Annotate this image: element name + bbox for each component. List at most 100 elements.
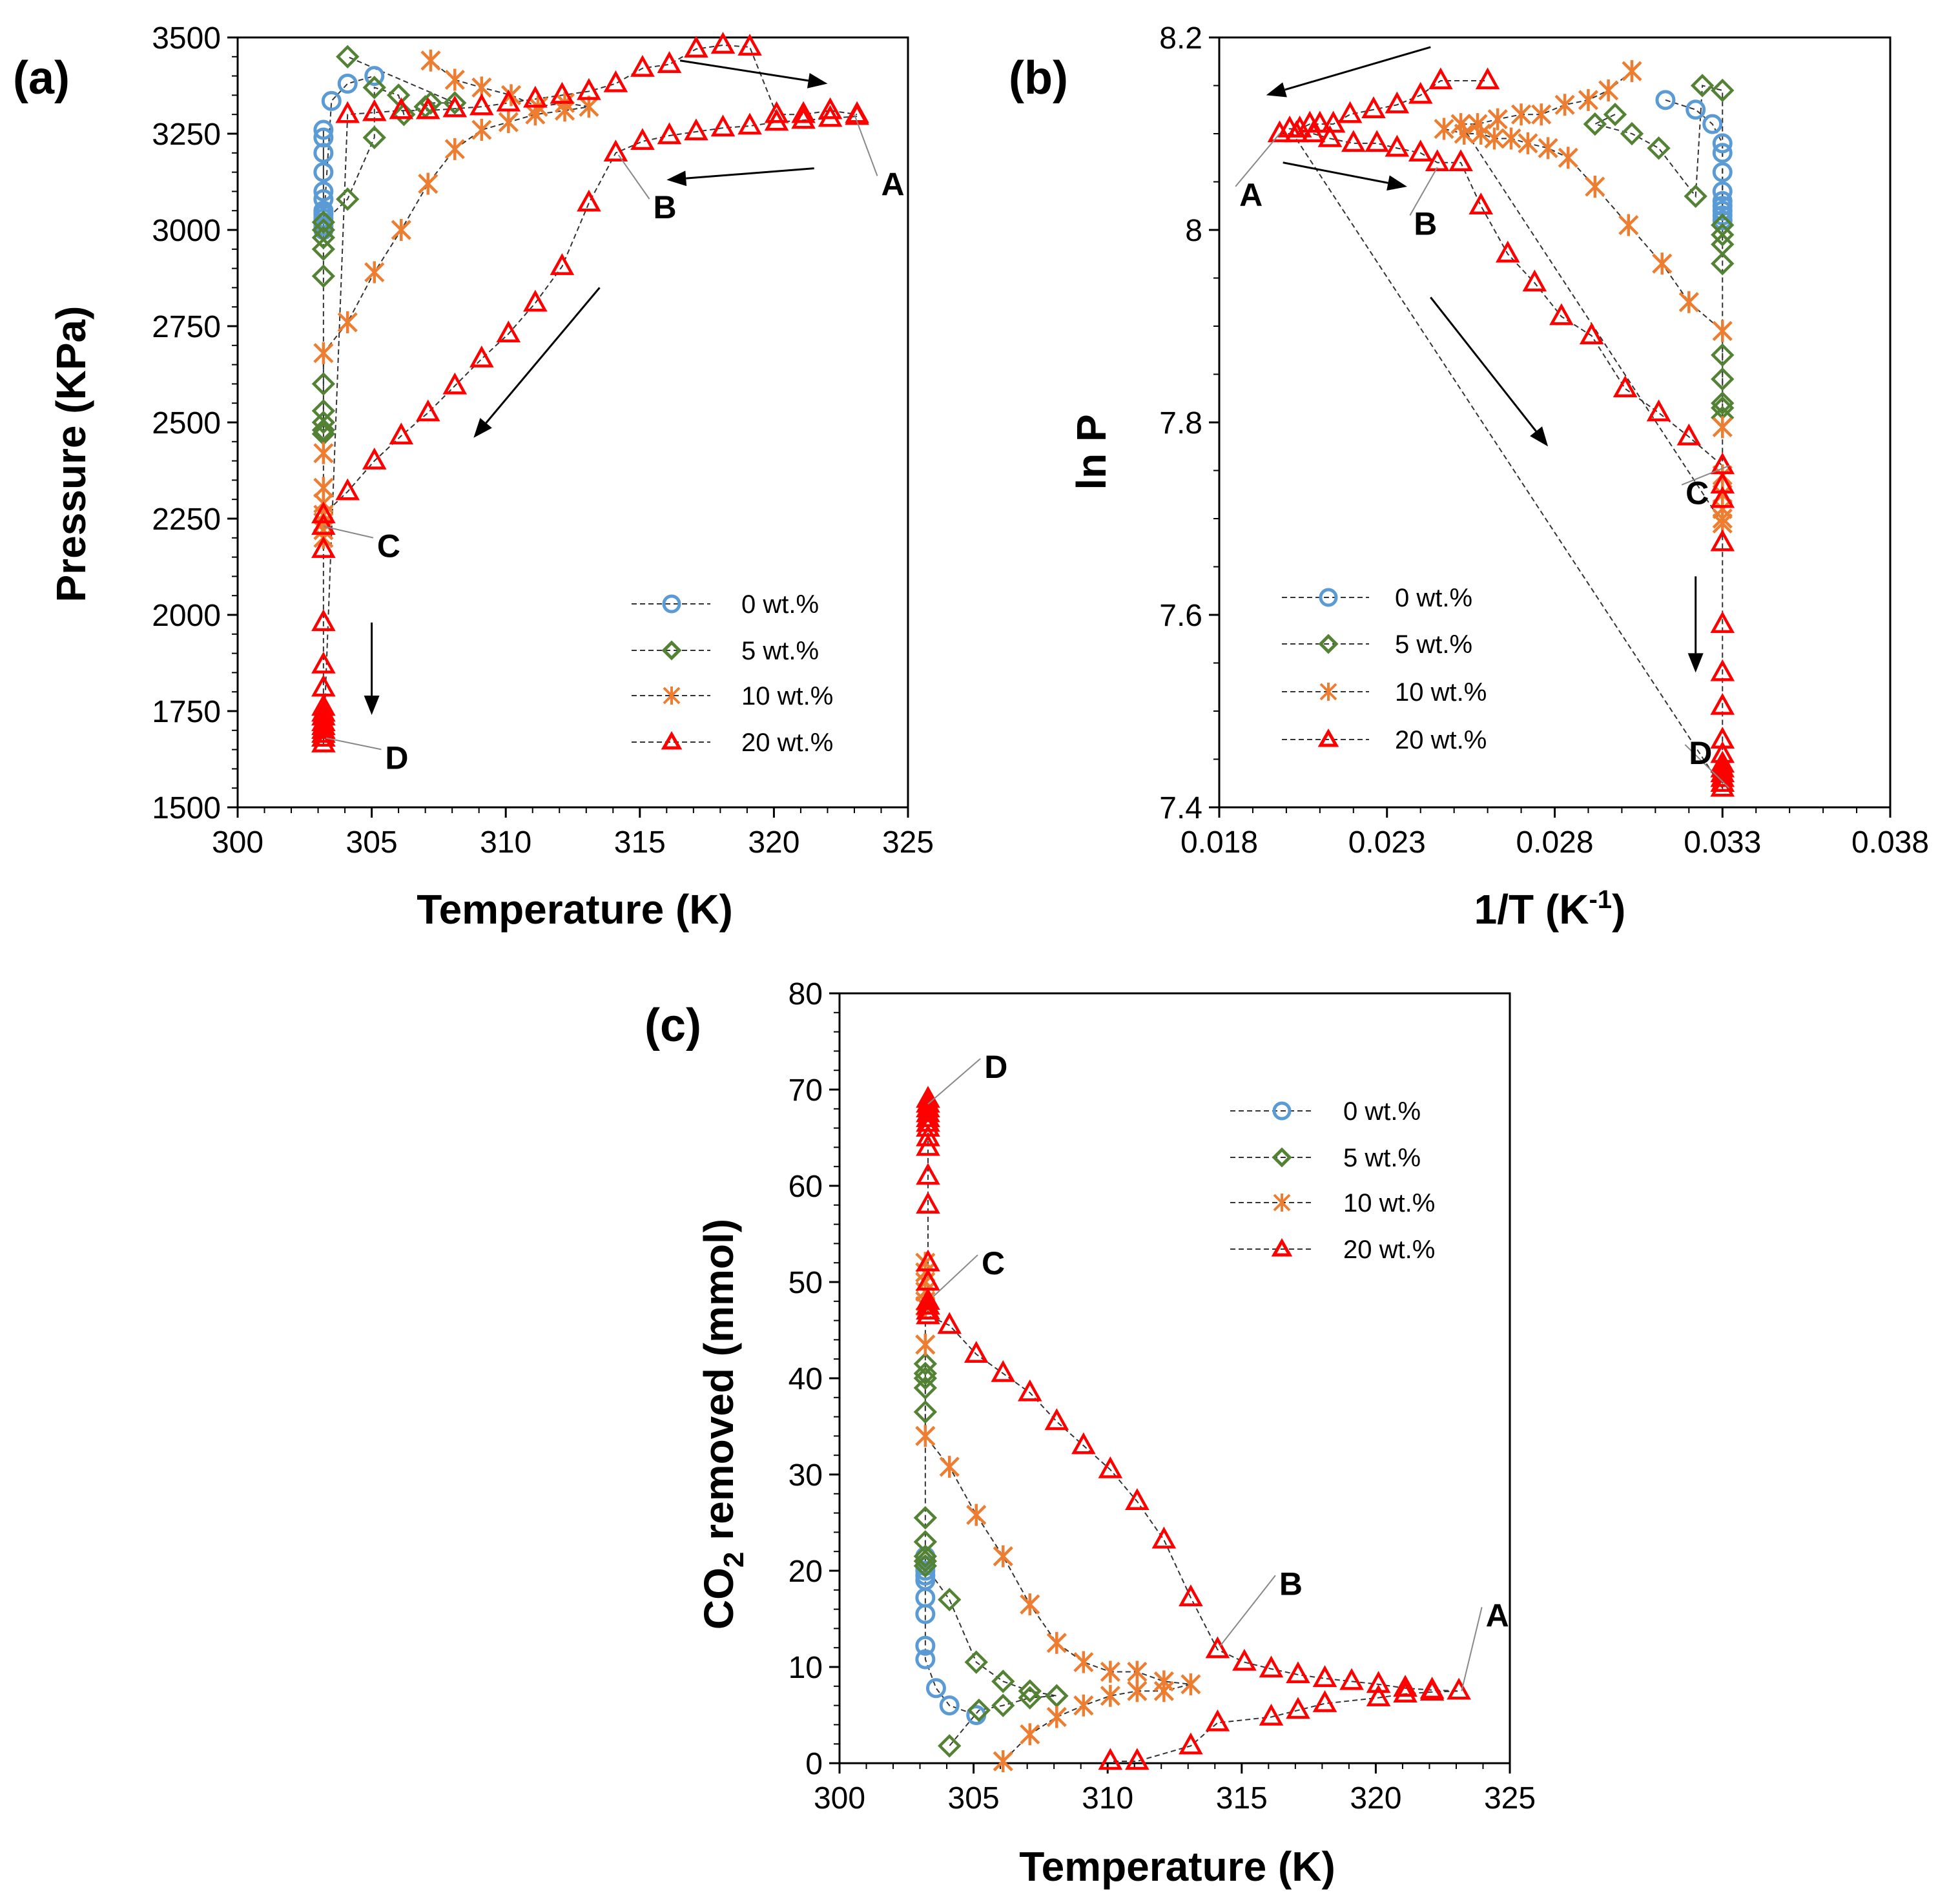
x-tick-label: 0.023	[1348, 825, 1426, 860]
data-point	[1518, 132, 1538, 154]
legend-marker-circle	[1319, 588, 1338, 607]
data-point	[1711, 251, 1735, 276]
data-point	[915, 1649, 936, 1670]
label-leader-line	[1461, 1607, 1483, 1692]
direction-arrow-head	[666, 171, 687, 187]
data-point	[1711, 343, 1735, 367]
data-point	[913, 1544, 938, 1568]
data-point	[313, 216, 334, 236]
legend-marker-asterisk	[1273, 1194, 1291, 1212]
data-point	[364, 66, 385, 87]
data-point	[1317, 125, 1343, 147]
y-tick-label: 2250	[152, 502, 221, 537]
data-point	[1712, 143, 1733, 163]
panel-c-y-axis-label-end: removed (mmol)	[696, 1219, 742, 1552]
data-point	[1267, 120, 1292, 143]
data-point	[1678, 291, 1699, 313]
direction-arrow-shaft	[1284, 46, 1431, 91]
legend-label-20wt: 20 wt.%	[741, 729, 833, 757]
data-point	[630, 128, 655, 150]
data-point	[1286, 1661, 1310, 1684]
panel-b-series-lines	[1279, 70, 1724, 791]
data-point	[471, 119, 492, 141]
y-tick-label: 2500	[152, 406, 221, 440]
data-point	[389, 422, 414, 445]
data-point	[420, 49, 441, 72]
data-point	[469, 346, 494, 367]
data-point	[1711, 78, 1735, 103]
y-tick-label: 1750	[152, 695, 221, 729]
data-point	[1501, 127, 1521, 150]
direction-arrow-shaft	[686, 167, 814, 180]
label-leader-line	[617, 154, 650, 200]
data-point	[1286, 1697, 1310, 1719]
data-point	[1712, 133, 1733, 154]
panel-a-x-axis-label: Temperature (K)	[417, 886, 733, 933]
direction-arrow-shaft	[1283, 161, 1388, 184]
data-point	[913, 1361, 938, 1385]
legend-label-20wt: 20 wt.%	[1395, 726, 1487, 754]
direction-arrow-head	[1386, 175, 1407, 191]
data-point	[1205, 1709, 1230, 1732]
legend-marker-diamond	[1318, 634, 1339, 654]
data-point	[311, 501, 336, 524]
data-point	[603, 70, 628, 92]
data-point	[1312, 1690, 1337, 1712]
data-point	[1341, 130, 1366, 152]
data-point	[1018, 1686, 1042, 1710]
data-point	[311, 651, 336, 674]
data-point	[925, 1678, 946, 1699]
point-label-A: A	[1239, 177, 1263, 213]
data-point	[1522, 269, 1547, 292]
data-point	[1467, 113, 1488, 136]
data-point	[335, 101, 360, 123]
series-line-10wt	[1443, 70, 1724, 526]
legend-entry-10wt: 10 wt.%	[1230, 1189, 1435, 1217]
data-point	[1712, 162, 1733, 183]
y-tick-label: 7.6	[1159, 599, 1202, 633]
data-point	[603, 140, 628, 162]
data-point	[498, 111, 519, 134]
data-point	[913, 1376, 938, 1400]
y-tick-label: 80	[789, 977, 823, 1011]
data-point	[418, 91, 443, 115]
data-point	[913, 1366, 938, 1391]
data-point	[442, 95, 468, 118]
panel-b-data-points	[1267, 60, 1735, 797]
legend-marker-circle	[662, 594, 681, 614]
data-point	[1366, 1671, 1391, 1693]
data-point	[469, 93, 494, 116]
panel-a-legend: 0 wt.% 5 wt.% 10 wt.% 20 wt.%	[632, 590, 833, 757]
label-leader-line	[927, 1058, 981, 1105]
x-tick-label: 320	[748, 825, 799, 860]
data-point	[1018, 1679, 1042, 1703]
data-point	[1044, 1408, 1069, 1431]
direction-arrow-head	[1687, 653, 1704, 673]
data-point	[657, 122, 682, 145]
panel-label-c: (c)	[644, 1000, 701, 1051]
data-point	[964, 1650, 988, 1674]
data-point	[915, 1635, 936, 1656]
data-point	[913, 1400, 938, 1424]
panel-b-legend: 0 wt.% 5 wt.% 10 wt.% 20 wt.%	[1282, 584, 1487, 754]
data-point	[1434, 118, 1454, 140]
data-point	[964, 1341, 989, 1363]
data-point	[657, 51, 682, 73]
data-point	[915, 1425, 936, 1447]
panel-c-co2-removed-vs-temperature: (c) 300 305 310 315 320 32501020304050607080 …	[644, 977, 1536, 1890]
label-leader-line	[933, 1254, 978, 1298]
data-point	[389, 97, 414, 119]
data-point	[311, 609, 336, 632]
panel-c-data-points	[913, 1086, 1471, 1773]
data-point	[523, 85, 548, 108]
data-point	[311, 725, 336, 747]
y-tick-label: 30	[789, 1458, 823, 1493]
data-point	[1690, 74, 1715, 98]
data-point	[939, 1456, 960, 1478]
data-point	[1710, 659, 1735, 681]
legend-label-10wt: 10 wt.%	[1343, 1189, 1435, 1217]
data-point	[311, 730, 336, 752]
panel-a-pressure-vs-temperature: (a) 300 305 310 315 320 325 1500 1750 2000 2250 25…	[13, 21, 934, 933]
data-point	[939, 1695, 960, 1716]
direction-arrow-shaft	[679, 59, 809, 82]
